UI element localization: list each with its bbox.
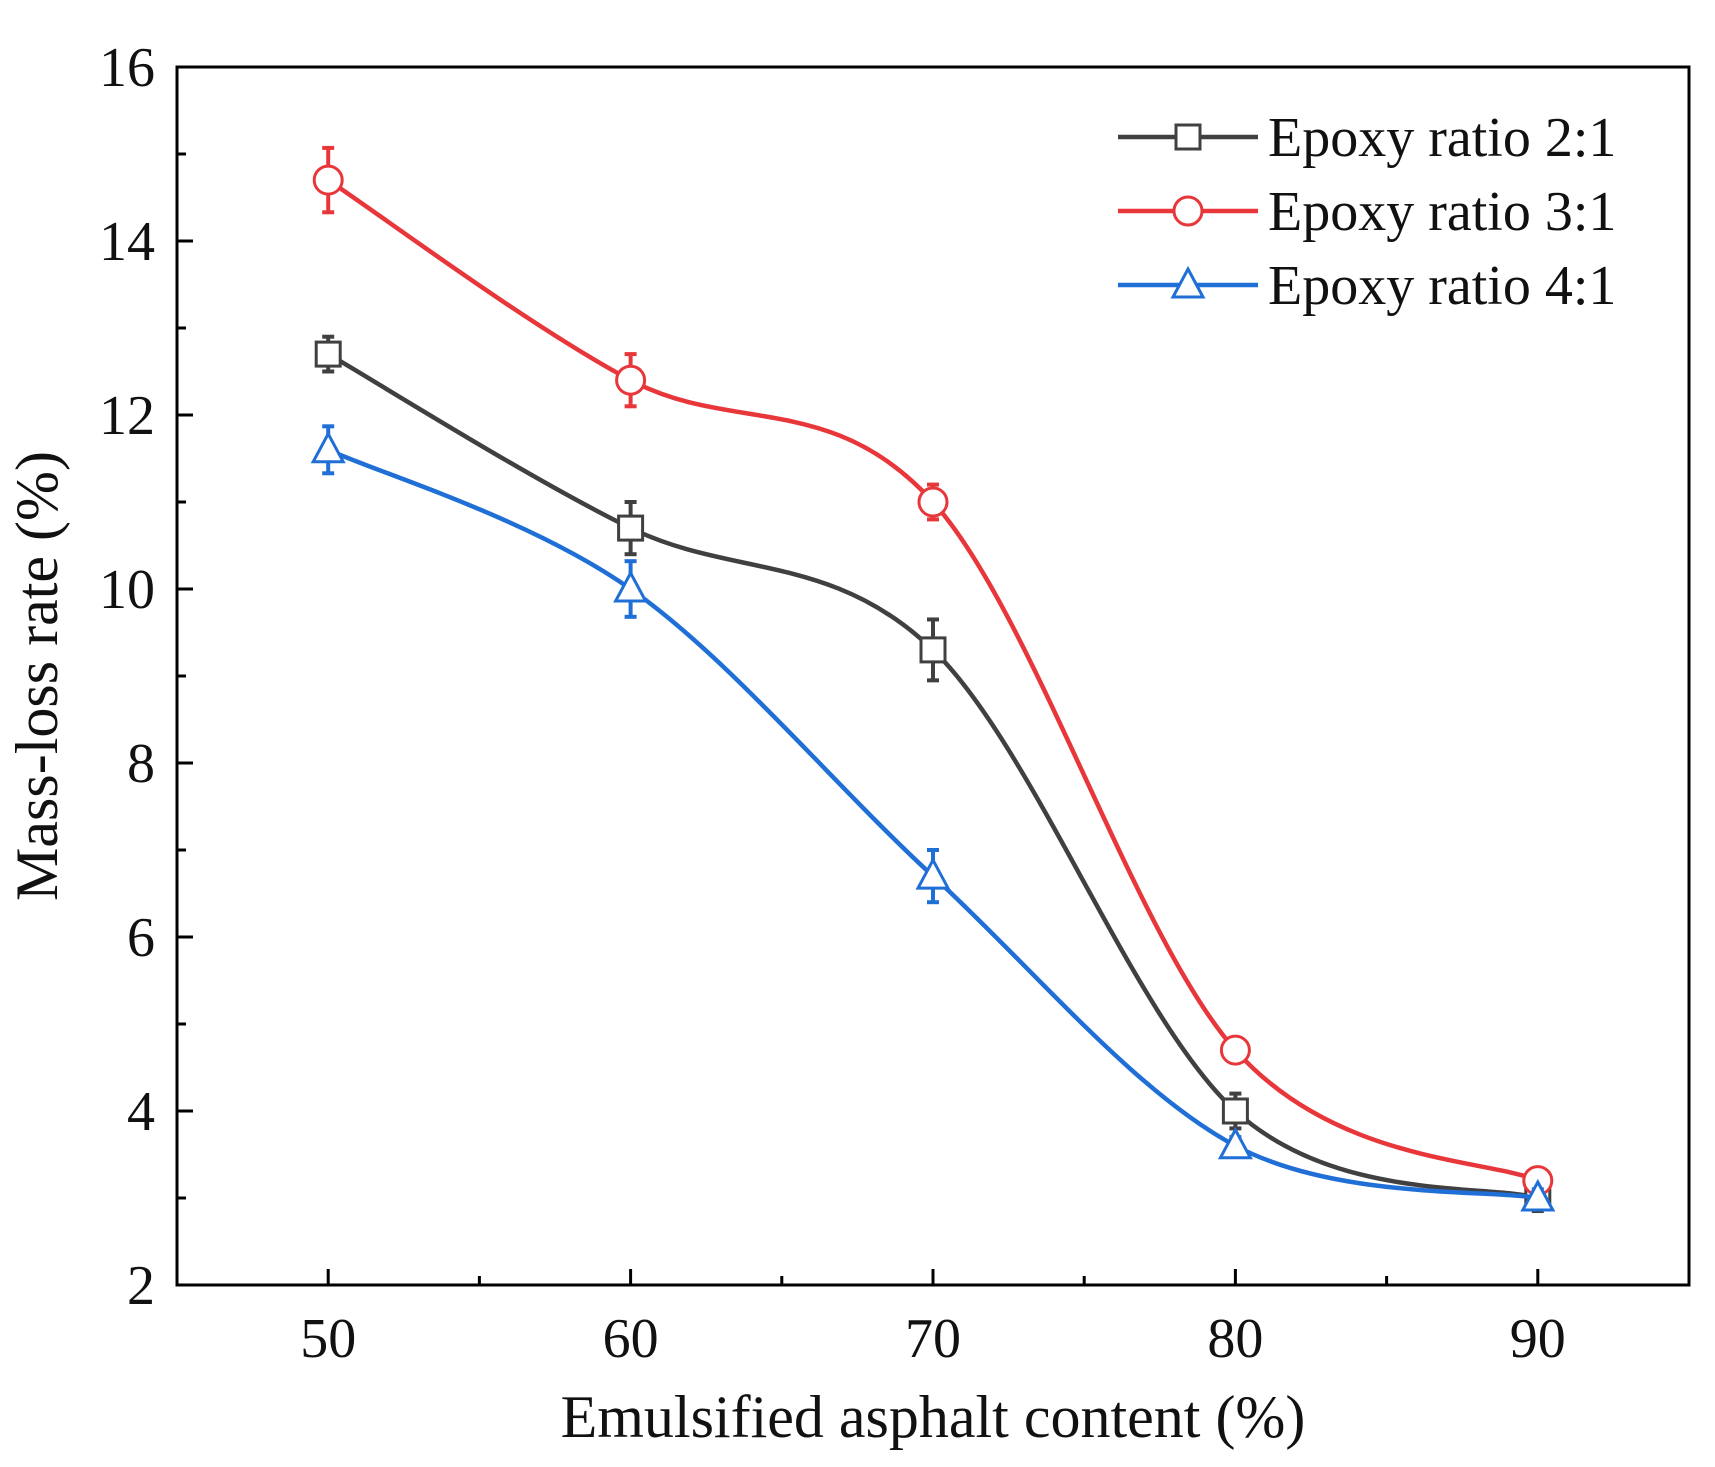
x-tick-label: 70 [905,1308,961,1370]
series-line [327,447,1539,1201]
legend-marker [1172,195,1204,227]
x-axis-label: Emulsified asphalt content (%) [561,1384,1306,1450]
legend-label: Epoxy ratio 2:1 [1268,107,1616,169]
legend-item-1: Epoxy ratio 2:1 [1118,107,1616,169]
legend-label: Epoxy ratio 3:1 [1268,181,1616,243]
data-point [312,164,344,196]
data-point [1221,1097,1249,1125]
x-tick-label: 80 [1207,1308,1263,1370]
y-axis-label: Mass-loss rate (%) [4,451,70,901]
y-tick-label: 16 [99,37,155,99]
y-tick-label: 10 [99,559,155,621]
series-3 [310,424,1556,1212]
series-line [327,352,1539,1201]
x-tick-label: 90 [1510,1308,1566,1370]
series-line [326,178,1539,1183]
data-point [310,430,346,464]
data-point [314,340,342,368]
x-tick-label: 50 [300,1308,356,1370]
y-tick-label: 4 [127,1081,155,1143]
y-tick-label: 6 [127,907,155,969]
legend: Epoxy ratio 2:1 Epoxy ratio 3:1 Epoxy rati… [1118,107,1616,317]
data-point [613,569,649,603]
y-tick-label: 12 [99,385,155,447]
series-1 [314,334,1552,1214]
legend-label: Epoxy ratio 4:1 [1268,255,1616,317]
data-point [617,514,645,542]
series-2 [312,145,1554,1197]
x-axis: 50 60 70 80 90 [300,1269,1566,1370]
legend-marker [1170,265,1206,299]
data-point [1520,1178,1556,1212]
data-point [615,364,647,396]
data-point [919,636,947,664]
data-point [915,856,951,890]
x-tick-label: 60 [603,1308,659,1370]
series-layer [310,145,1556,1214]
legend-item-2: Epoxy ratio 3:1 [1118,181,1616,243]
data-point [1217,1126,1253,1160]
data-point [1219,1034,1251,1066]
y-axis: 2 4 6 8 10 12 14 16 [99,37,193,1317]
legend-item-3: Epoxy ratio 4:1 [1118,255,1616,317]
legend-marker [1174,123,1202,151]
y-tick-label: 8 [127,733,155,795]
data-point [917,486,949,518]
y-tick-label: 14 [99,211,155,273]
y-tick-label: 2 [127,1255,155,1317]
